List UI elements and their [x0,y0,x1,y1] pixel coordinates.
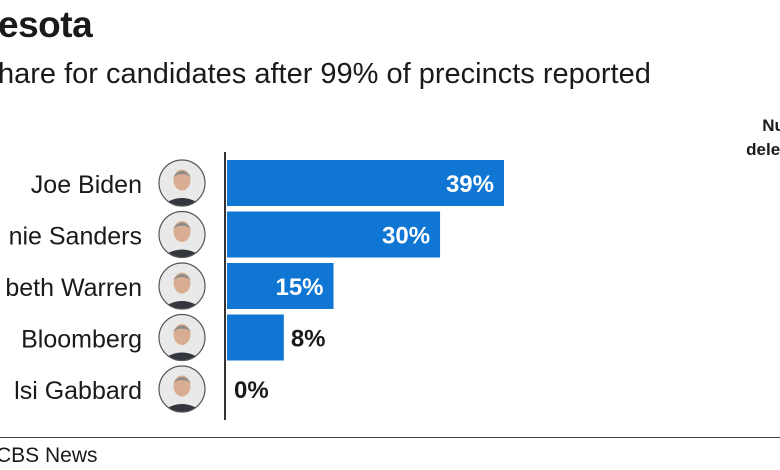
category-label: nie Sanders [9,223,142,251]
portrait-icon [158,365,206,413]
column-header: Num delega [680,114,780,162]
category-label: Joe Biden [31,171,142,199]
source-credit: CBS News [0,444,98,467]
data-label: 15% [275,274,323,301]
category-label: Bloomberg [21,326,142,354]
bar [227,263,334,309]
portrait-icon [158,262,206,310]
chart-title: esota [0,4,93,45]
bar [227,160,504,206]
bar [227,211,441,258]
data-label: 30% [382,223,430,250]
category-label: beth Warren [5,274,142,302]
footer-divider [0,437,780,438]
column-header-line1: Num [762,116,780,135]
category-label: lsi Gabbard [14,377,142,405]
column-header-line2: delega [746,140,780,159]
chart-subtitle: hare for candidates after 99% of precinc… [0,58,651,90]
portrait-icon [158,210,206,259]
data-label: 8% [291,326,326,353]
data-label: 0% [234,377,269,404]
portrait-icon [158,313,206,362]
portrait-icon [158,159,206,207]
bar [227,314,284,361]
data-label: 39% [446,171,494,198]
